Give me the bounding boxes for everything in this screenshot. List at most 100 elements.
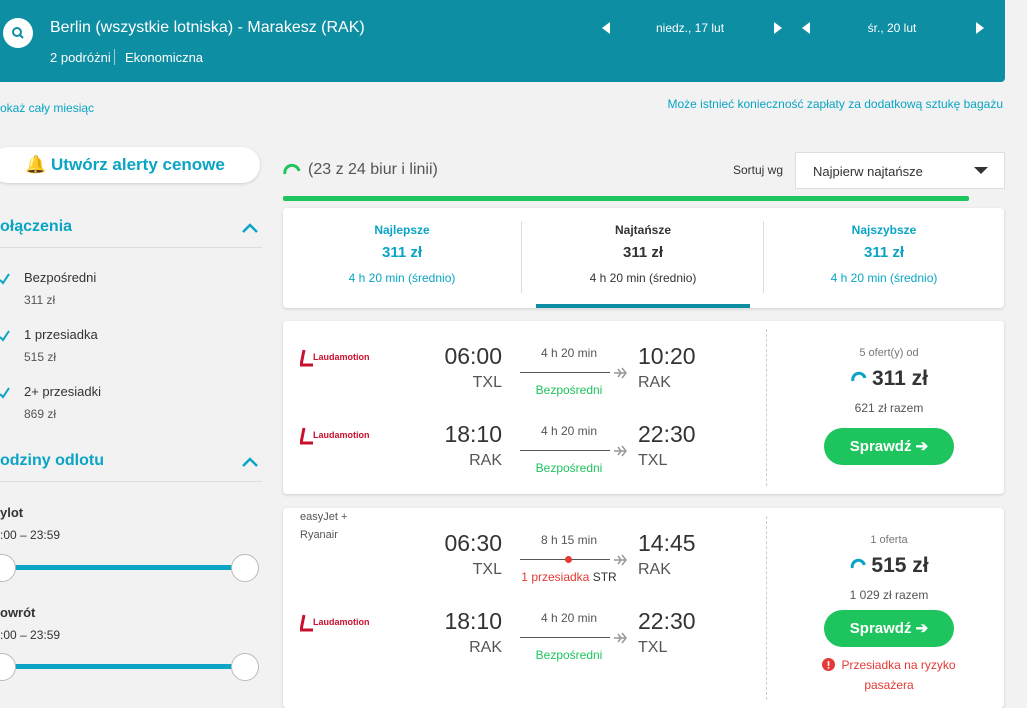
stops: Bezpośredni xyxy=(535,461,603,475)
plane xyxy=(614,445,627,457)
route-line xyxy=(520,637,610,638)
arrive-time: 10:20 xyxy=(638,343,696,369)
page: Berlin (wszystkie lotniska) - Marakesz (… xyxy=(0,0,1005,708)
slider-handle[interactable] xyxy=(0,554,16,582)
airline-name: Laudamotion xyxy=(313,430,370,440)
depart-time: 18:10 xyxy=(444,608,502,634)
option-price: 869 zł xyxy=(24,407,57,421)
results-count: (23 z 24 biur i linii) xyxy=(308,161,438,178)
slider-label: ylot xyxy=(0,505,24,520)
sort-tabs: Najlepsze 311 zł 4 h 20 min (średnio) Na… xyxy=(283,208,1004,308)
result-card[interactable]: easyJet + Ryanair 06:30 TXL 8 h 15 min 1 prz… xyxy=(283,508,1004,708)
result-card[interactable]: Laudamotion 06:00 TXL 4 h 20 min Bezpośredni… xyxy=(283,321,1004,494)
tab-duration: 4 h 20 min (średnio) xyxy=(348,271,456,285)
baggage-note[interactable]: Może istnieć konieczność zapłaty za doda… xyxy=(667,97,1003,111)
route[interactable]: Berlin (wszystkie lotniska) - Marakesz (… xyxy=(50,19,365,36)
dropdown-arrow xyxy=(974,167,988,174)
depart-airport: TXL xyxy=(472,561,502,578)
slider-handle[interactable] xyxy=(0,653,16,681)
slider-handle[interactable] xyxy=(231,554,259,582)
divider xyxy=(114,49,115,65)
logo-mark xyxy=(300,427,313,445)
duration: 8 h 15 min xyxy=(540,533,598,547)
slider-track xyxy=(0,565,245,570)
slider-range: :00 – 23:59 xyxy=(0,628,61,642)
airline-name: Laudamotion xyxy=(313,352,370,362)
depart-date[interactable]: niedz., 17 lut xyxy=(655,21,725,35)
tab-duration: 4 h 20 min (średnio) xyxy=(830,271,938,285)
stops: Bezpośredni xyxy=(535,648,603,662)
arrive-airport: TXL xyxy=(638,639,668,656)
arrive-time: 14:45 xyxy=(638,530,696,556)
option-price: 515 zł xyxy=(24,350,57,364)
arrive-airport: RAK xyxy=(638,561,671,578)
loading-spinner xyxy=(283,163,301,175)
option-price: 311 zł xyxy=(24,293,56,307)
prev-arrow[interactable] xyxy=(800,21,812,35)
plane xyxy=(614,554,627,566)
tab-label[interactable]: Najlepsze xyxy=(374,223,430,237)
option-label: 2+ przesiadki xyxy=(24,384,101,399)
depart-airport: RAK xyxy=(469,639,502,656)
alert-button[interactable]: 🔔 Utwórz alerty cenowe xyxy=(0,147,260,183)
stop-airport: STR xyxy=(592,570,617,584)
checkmark xyxy=(0,330,10,342)
tab-label[interactable]: Najszybsze xyxy=(851,223,917,237)
tab-price: 311 zł xyxy=(863,244,905,261)
tab-duration: 4 h 20 min (średnio) xyxy=(589,271,697,285)
stop-info: 1 przesiadka STR xyxy=(521,570,616,584)
next-arrow[interactable] xyxy=(974,21,986,35)
stops: 1 przesiadka xyxy=(521,570,590,584)
price-value: 311 zł xyxy=(871,367,929,390)
warning: Przesiadka na ryzyko pasażera xyxy=(809,655,969,695)
duration: 4 h 20 min xyxy=(540,346,598,360)
duration: 4 h 20 min xyxy=(540,611,598,625)
airline-logo: Laudamotion xyxy=(300,427,370,447)
cabin[interactable]: Ekonomiczna xyxy=(125,50,204,65)
card-divider xyxy=(766,329,767,486)
plane-icon xyxy=(613,631,627,650)
tab-price: 311 zł xyxy=(381,244,423,261)
collapse-icon[interactable] xyxy=(241,222,259,234)
month-link[interactable]: okaż cały miesiąc xyxy=(0,101,95,115)
sort-label: Sortuj wg xyxy=(733,163,784,177)
prev-arrow[interactable] xyxy=(600,21,612,35)
depart-time: 06:00 xyxy=(444,343,502,369)
option-label: 1 przesiadka xyxy=(24,327,98,342)
depart-time: 18:10 xyxy=(444,421,502,447)
plane-icon xyxy=(613,553,627,572)
price-value: 515 zł xyxy=(871,554,929,577)
depart-time: 06:30 xyxy=(444,530,502,556)
alert-label: Utwórz alerty cenowe xyxy=(51,155,225,174)
progress-bar xyxy=(283,196,969,201)
tab-label[interactable]: Najtańsze xyxy=(614,223,672,237)
airline-logo: Laudamotion xyxy=(300,349,370,369)
travelers[interactable]: 2 podróżni xyxy=(50,50,111,65)
depart-airport: TXL xyxy=(472,374,502,391)
divider xyxy=(763,221,764,293)
airline-name: easyJet + Ryanair xyxy=(300,511,348,541)
search-button[interactable] xyxy=(3,18,33,48)
slider-handle[interactable] xyxy=(231,653,259,681)
loading-spinner xyxy=(850,558,866,569)
tab-price: 311 zł xyxy=(622,244,664,261)
check-button[interactable]: Sprawdź ➔ xyxy=(824,428,954,465)
sort-select[interactable]: Najpierw najtańsze xyxy=(795,152,1005,189)
offers-count: 1 oferta xyxy=(870,534,908,546)
total-price: 621 zł razem xyxy=(854,401,924,415)
collapse-icon[interactable] xyxy=(241,456,259,468)
next-arrow[interactable] xyxy=(772,21,784,35)
warning-icon xyxy=(822,658,836,671)
plane-icon xyxy=(613,366,627,385)
section-title[interactable]: odziny odlotu xyxy=(0,452,104,469)
arrive-time: 22:30 xyxy=(638,421,696,447)
search-icon xyxy=(12,27,24,39)
section-title[interactable]: ołączenia xyxy=(0,218,73,235)
plane xyxy=(614,632,627,644)
airline-name: Laudamotion xyxy=(313,617,370,627)
return-date[interactable]: śr., 20 lut xyxy=(867,21,917,35)
check-button[interactable]: Sprawdź ➔ xyxy=(824,610,954,647)
route-line xyxy=(520,450,610,451)
divider xyxy=(0,247,262,248)
offers-count: 5 ofert(y) od xyxy=(859,347,919,359)
